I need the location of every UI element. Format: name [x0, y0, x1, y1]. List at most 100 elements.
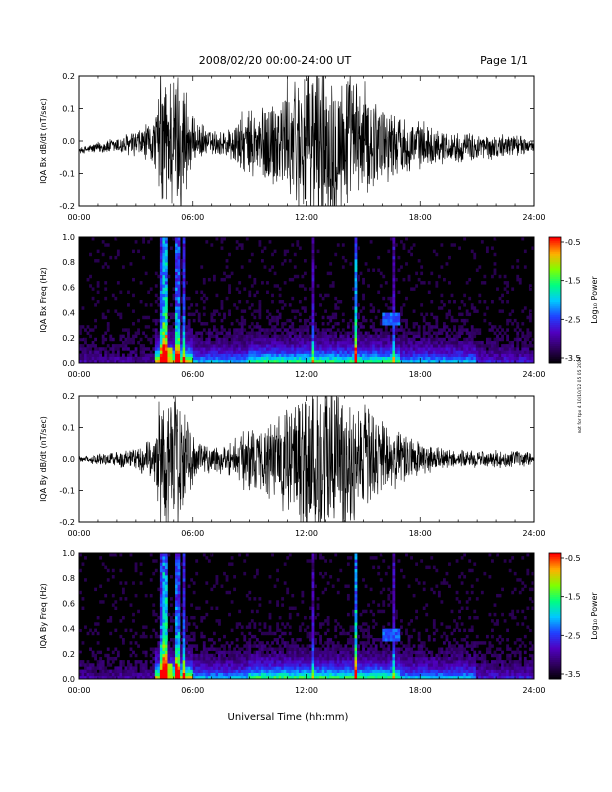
spectrogram-cell	[354, 675, 358, 680]
spectrogram-cell	[392, 353, 396, 357]
spectrogram-cell	[415, 356, 419, 361]
spectrogram-cell	[344, 259, 348, 263]
spectrogram-cell	[359, 641, 363, 645]
spectrogram-cell	[473, 252, 477, 257]
spectrogram-cell	[212, 344, 216, 348]
spectrogram-cell	[392, 593, 396, 598]
spectrogram-cell	[111, 293, 115, 298]
spectrogram-cell	[230, 556, 234, 560]
spectrogram-cell	[170, 344, 173, 348]
spectrogram-cell	[215, 663, 219, 667]
spectrogram-cell	[443, 340, 446, 345]
spectrogram-cell	[321, 350, 325, 354]
spectrogram-cell	[394, 359, 398, 364]
spectrogram-cell	[437, 340, 441, 345]
spectrogram-cell	[384, 322, 388, 326]
spectrogram-cell	[392, 584, 396, 588]
spectrogram-cell	[225, 660, 229, 664]
spectrogram-cell	[175, 597, 178, 601]
spectrogram-cell	[374, 672, 378, 677]
spectrogram-cell	[149, 359, 153, 364]
spectrogram-cell	[220, 656, 224, 661]
spectrogram-cell	[175, 322, 178, 326]
spectrogram-cell	[207, 647, 211, 651]
spectrogram-cell	[200, 666, 204, 670]
spectrogram-cell	[372, 650, 376, 655]
spectrogram-cell	[392, 340, 396, 345]
spectrogram-cell	[99, 350, 103, 354]
spectrogram-cell	[253, 575, 257, 579]
spectrogram-cell	[402, 666, 406, 670]
spectrogram-cell	[238, 656, 242, 661]
spectrogram-cell	[210, 312, 214, 317]
colorbar-swatch	[549, 251, 561, 255]
spectrogram-cell	[384, 647, 388, 651]
spectrogram-cell	[261, 641, 264, 645]
spectrogram-cell	[349, 359, 353, 364]
spectrogram-cell	[182, 271, 186, 276]
spectrogram-cell	[172, 344, 176, 348]
spectrogram-cell	[367, 347, 370, 351]
spectrogram-cell	[458, 334, 461, 339]
spectrogram-cell	[101, 660, 105, 664]
spectrogram-cell	[400, 265, 403, 269]
spectrogram-cell	[523, 356, 527, 361]
spectrogram-cell	[288, 359, 292, 364]
spectrogram-cell	[119, 568, 123, 573]
colorbar-swatch	[549, 308, 561, 311]
spectrogram-cell	[162, 322, 166, 326]
spectrogram-cell	[301, 675, 305, 680]
spectrogram-cell	[331, 672, 335, 677]
spectrogram-cell	[346, 337, 350, 342]
spectrogram-cell	[311, 631, 315, 636]
spectrogram-cell	[357, 669, 360, 673]
spectrogram-cell	[190, 631, 194, 636]
spectrogram-cell	[157, 274, 161, 279]
spectrogram-cell	[104, 359, 108, 364]
spectrogram-cell	[352, 656, 355, 661]
spectrogram-cell	[346, 359, 350, 364]
spectrogram-cell	[89, 669, 92, 673]
spectrogram-cell	[243, 675, 247, 680]
spectrogram-cell	[223, 660, 226, 664]
spectrogram-cell	[377, 347, 381, 351]
spectrogram-cell	[212, 672, 216, 677]
spectrogram-cell	[89, 663, 92, 667]
spectrogram-cell	[159, 337, 163, 342]
spectrogram-cell	[488, 356, 492, 361]
spectrogram-cell	[250, 312, 254, 317]
spectrogram-cell	[410, 619, 413, 623]
spectrogram-cell	[263, 344, 267, 348]
colorbar-tick-label: -1.5	[565, 277, 581, 286]
spectrogram-cell	[190, 675, 194, 680]
spectrogram-cell	[195, 653, 199, 658]
spectrogram-cell	[182, 325, 186, 329]
spectrogram-cell	[377, 340, 381, 345]
spectrogram-cell	[367, 672, 370, 677]
spectrogram-cell	[463, 303, 467, 307]
spectrogram-cell	[329, 262, 333, 266]
spectrogram-cell	[468, 312, 472, 317]
spectrogram-cell	[379, 609, 383, 614]
spectrogram-cell	[291, 347, 295, 351]
spectrogram-cell	[230, 656, 234, 661]
colorbar-swatch	[549, 331, 561, 334]
spectrogram-cell	[364, 350, 368, 354]
spectrogram-cell	[291, 337, 295, 342]
spectrogram-cell	[498, 274, 502, 279]
spectrogram-cell	[177, 638, 181, 642]
spectrogram-cell	[528, 309, 532, 313]
spectrogram-cell	[493, 347, 497, 351]
spectrogram-cell	[127, 303, 130, 307]
spectrogram-cell	[379, 284, 383, 288]
spectrogram-cell	[134, 666, 138, 670]
spectrogram-cell	[400, 240, 403, 244]
spectrogram-cell	[225, 274, 229, 279]
spectrogram-cell	[528, 315, 532, 320]
spectrogram-cell	[129, 553, 133, 557]
x-tick-label: 24:00	[522, 370, 545, 379]
spectrogram-cell	[359, 669, 363, 673]
spectrogram-cell	[164, 606, 168, 610]
colorbar-swatch	[549, 255, 561, 259]
spectrogram-cell	[311, 571, 315, 576]
